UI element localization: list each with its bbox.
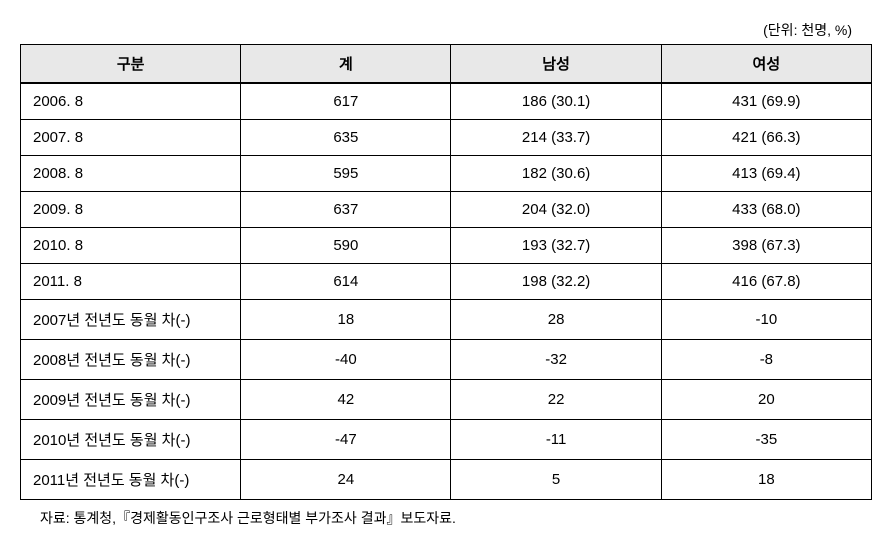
row-label: 2009년 전년도 동월 차(-) bbox=[21, 380, 241, 420]
col-header-male: 남성 bbox=[451, 45, 661, 84]
row-label: 2009. 8 bbox=[21, 192, 241, 228]
col-header-category: 구분 bbox=[21, 45, 241, 84]
row-female: 416 (67.8) bbox=[661, 264, 871, 300]
row-total: 614 bbox=[241, 264, 451, 300]
row-label: 2007. 8 bbox=[21, 120, 241, 156]
row-total: -40 bbox=[241, 340, 451, 380]
table-row: 2006. 8 617 186 (30.1) 431 (69.9) bbox=[21, 83, 872, 120]
row-total: -47 bbox=[241, 420, 451, 460]
col-header-total: 계 bbox=[241, 45, 451, 84]
row-female: 18 bbox=[661, 460, 871, 500]
row-female: -35 bbox=[661, 420, 871, 460]
row-label: 2011년 전년도 동월 차(-) bbox=[21, 460, 241, 500]
table-row: 2008. 8 595 182 (30.6) 413 (69.4) bbox=[21, 156, 872, 192]
col-header-female: 여성 bbox=[661, 45, 871, 84]
row-label: 2008년 전년도 동월 차(-) bbox=[21, 340, 241, 380]
row-total: 24 bbox=[241, 460, 451, 500]
table-row: 2007. 8 635 214 (33.7) 421 (66.3) bbox=[21, 120, 872, 156]
row-male: 182 (30.6) bbox=[451, 156, 661, 192]
table-row: 2011년 전년도 동월 차(-) 24 5 18 bbox=[21, 460, 872, 500]
row-total: 590 bbox=[241, 228, 451, 264]
row-total: 42 bbox=[241, 380, 451, 420]
row-total: 18 bbox=[241, 300, 451, 340]
table-row: 2008년 전년도 동월 차(-) -40 -32 -8 bbox=[21, 340, 872, 380]
row-total: 637 bbox=[241, 192, 451, 228]
table-row: 2010. 8 590 193 (32.7) 398 (67.3) bbox=[21, 228, 872, 264]
row-male: -32 bbox=[451, 340, 661, 380]
row-male: 198 (32.2) bbox=[451, 264, 661, 300]
row-label: 2006. 8 bbox=[21, 83, 241, 120]
row-male: 28 bbox=[451, 300, 661, 340]
row-male: 186 (30.1) bbox=[451, 83, 661, 120]
row-label: 2008. 8 bbox=[21, 156, 241, 192]
row-female: 398 (67.3) bbox=[661, 228, 871, 264]
table-row: 2007년 전년도 동월 차(-) 18 28 -10 bbox=[21, 300, 872, 340]
row-female: -8 bbox=[661, 340, 871, 380]
table-row: 2009. 8 637 204 (32.0) 433 (68.0) bbox=[21, 192, 872, 228]
row-total: 635 bbox=[241, 120, 451, 156]
table-row: 2009년 전년도 동월 차(-) 42 22 20 bbox=[21, 380, 872, 420]
row-female: 421 (66.3) bbox=[661, 120, 871, 156]
row-male: 5 bbox=[451, 460, 661, 500]
row-male: 214 (33.7) bbox=[451, 120, 661, 156]
row-male: -11 bbox=[451, 420, 661, 460]
row-label: 2010. 8 bbox=[21, 228, 241, 264]
row-label: 2010년 전년도 동월 차(-) bbox=[21, 420, 241, 460]
row-total: 617 bbox=[241, 83, 451, 120]
row-male: 193 (32.7) bbox=[451, 228, 661, 264]
row-female: 20 bbox=[661, 380, 871, 420]
table-row: 2011. 8 614 198 (32.2) 416 (67.8) bbox=[21, 264, 872, 300]
row-label: 2011. 8 bbox=[21, 264, 241, 300]
row-female: -10 bbox=[661, 300, 871, 340]
row-female: 433 (68.0) bbox=[661, 192, 871, 228]
row-female: 431 (69.9) bbox=[661, 83, 871, 120]
row-female: 413 (69.4) bbox=[661, 156, 871, 192]
source-note: 자료: 통계청,『경제활동인구조사 근로형태별 부가조사 결과』보도자료. bbox=[20, 508, 872, 528]
unit-label: (단위: 천명, %) bbox=[20, 20, 872, 40]
row-male: 204 (32.0) bbox=[451, 192, 661, 228]
table-header-row: 구분 계 남성 여성 bbox=[21, 45, 872, 84]
data-table: 구분 계 남성 여성 2006. 8 617 186 (30.1) 431 (6… bbox=[20, 44, 872, 500]
row-label: 2007년 전년도 동월 차(-) bbox=[21, 300, 241, 340]
row-male: 22 bbox=[451, 380, 661, 420]
row-total: 595 bbox=[241, 156, 451, 192]
table-row: 2010년 전년도 동월 차(-) -47 -11 -35 bbox=[21, 420, 872, 460]
